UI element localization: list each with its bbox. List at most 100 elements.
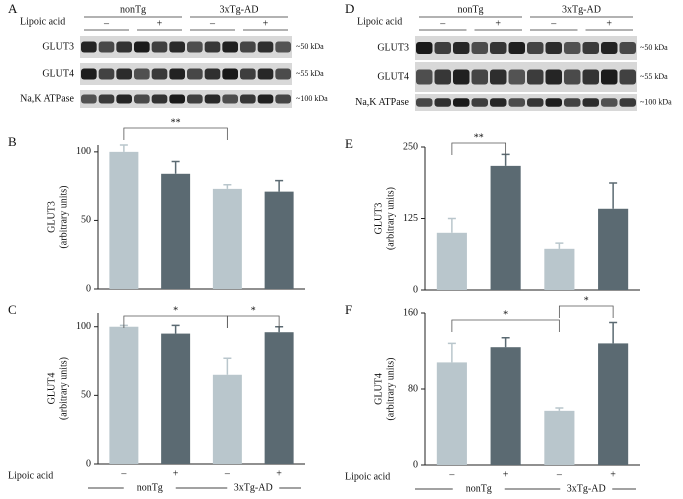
bar xyxy=(109,326,139,464)
error-bar xyxy=(609,321,618,344)
y-axis-sublabel: (arbitrary units) xyxy=(385,187,396,250)
blot-band xyxy=(187,94,203,104)
blot-band xyxy=(81,68,97,80)
significance-bracket xyxy=(226,315,280,328)
blot-band xyxy=(471,42,488,54)
size-label: ~55 kDa xyxy=(296,69,324,78)
blot-band xyxy=(116,68,132,80)
blot-band xyxy=(490,42,507,54)
blot-band xyxy=(222,68,238,80)
error-bar xyxy=(609,182,618,209)
error-bar xyxy=(555,407,564,411)
bar xyxy=(490,347,521,465)
blot-band xyxy=(601,69,618,85)
blot-band xyxy=(257,68,274,80)
x-tick-label: + xyxy=(173,468,179,479)
y-axis-sublabel: (arbitrary units) xyxy=(58,357,69,420)
bar xyxy=(109,151,139,289)
blot-band xyxy=(275,94,291,104)
blot-band xyxy=(275,41,291,53)
error-bar xyxy=(275,179,284,192)
size-label: ~50 kDa xyxy=(296,42,324,51)
y-axis-label: GLUT3 xyxy=(46,201,57,233)
blot-band xyxy=(169,94,185,104)
x-tick-label: – xyxy=(120,468,127,479)
factor-label: Lipoic acid xyxy=(345,471,390,482)
blot-band xyxy=(434,42,451,54)
size-label: ~50 kDa xyxy=(640,43,668,52)
panel-label: C xyxy=(8,302,17,317)
error-bar xyxy=(223,357,232,375)
error-bar xyxy=(555,242,564,249)
blot-band xyxy=(582,69,599,85)
bar xyxy=(436,232,467,290)
blot-band xyxy=(434,69,451,85)
blot-band xyxy=(564,69,581,85)
significance-label: ** xyxy=(171,117,181,128)
blot-band xyxy=(134,41,150,53)
y-axis-sublabel: (arbitrary units) xyxy=(385,357,396,420)
sign-label: + xyxy=(606,18,612,29)
blot-band xyxy=(453,98,470,107)
panel-label: D xyxy=(345,1,354,16)
protein-label: GLUT4 xyxy=(42,68,74,79)
blot-background xyxy=(80,90,292,108)
blot-band xyxy=(134,68,150,80)
blot-band xyxy=(416,69,433,85)
bar xyxy=(212,374,242,464)
bar xyxy=(598,343,629,465)
panel-label: E xyxy=(345,136,353,151)
error-bar xyxy=(171,160,180,174)
bar xyxy=(161,173,191,289)
x-tick-label: + xyxy=(610,469,616,480)
blot-band xyxy=(545,98,562,107)
blot-band xyxy=(416,42,433,54)
error-bar xyxy=(119,144,128,152)
blot-band xyxy=(134,94,150,104)
bar xyxy=(436,362,467,465)
blot-band xyxy=(527,98,544,107)
blot-band xyxy=(187,68,203,80)
blot-band xyxy=(98,94,115,104)
blot-band xyxy=(116,94,132,104)
blot-band xyxy=(471,98,488,107)
blot-band xyxy=(116,41,132,53)
blot-band xyxy=(582,42,599,54)
significance-bracket xyxy=(451,319,560,332)
protein-label: Na,K ATPase xyxy=(20,93,74,104)
blot-band xyxy=(545,42,562,54)
blot-band xyxy=(434,98,451,107)
group-label: nonTg xyxy=(137,482,163,493)
blot-band xyxy=(508,98,525,107)
error-bar xyxy=(501,153,510,166)
significance-label: * xyxy=(503,309,508,320)
bar xyxy=(490,165,521,290)
bar xyxy=(544,410,575,465)
group-label: 3xTg-AD xyxy=(567,483,606,494)
protein-label: GLUT3 xyxy=(42,41,74,52)
bar xyxy=(598,208,629,290)
y-tick-label: 0 xyxy=(86,458,91,469)
y-tick-label: 50 xyxy=(81,390,91,401)
protein-label: GLUT3 xyxy=(377,42,409,53)
blot-band xyxy=(508,69,525,85)
sign-label: + xyxy=(263,18,269,29)
y-tick-label: 0 xyxy=(86,283,91,294)
blot-band xyxy=(471,69,488,85)
significance-bracket xyxy=(451,142,507,155)
x-tick-label: + xyxy=(503,469,509,480)
blot-band xyxy=(619,98,636,107)
blot-band xyxy=(240,68,256,80)
group-label: 3xTg-AD xyxy=(562,4,601,15)
protein-label: GLUT4 xyxy=(377,71,409,82)
bar xyxy=(544,248,575,290)
blot-band xyxy=(582,98,599,107)
blot-band xyxy=(222,41,238,53)
factor-label: Lipoic acid xyxy=(20,16,65,27)
blot-band xyxy=(81,94,97,104)
x-tick-label: – xyxy=(224,468,231,479)
group-label: nonTg xyxy=(457,4,483,15)
bar xyxy=(212,188,242,289)
